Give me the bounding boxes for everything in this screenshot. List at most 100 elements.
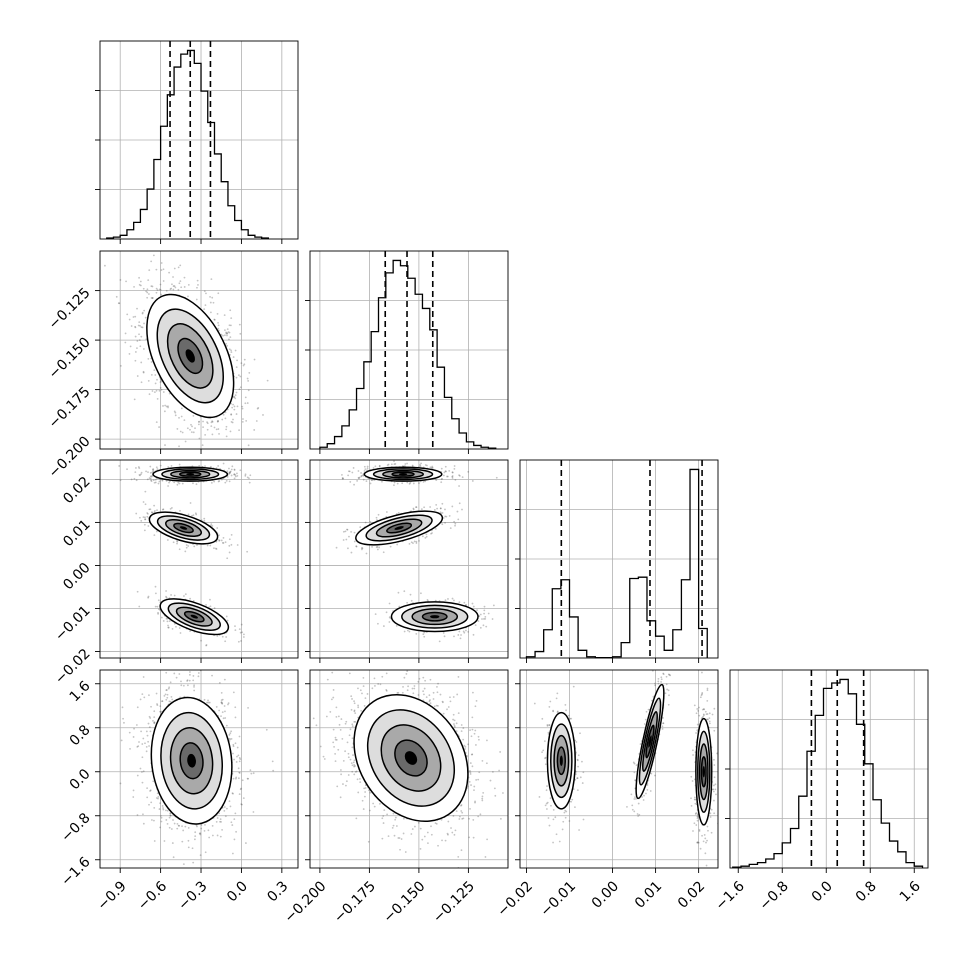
scatter-point bbox=[235, 366, 238, 369]
scatter-point bbox=[233, 469, 236, 471]
scatter-point bbox=[418, 482, 420, 485]
scatter-point bbox=[155, 466, 158, 469]
scatter-point bbox=[183, 877, 185, 879]
scatter-point bbox=[244, 473, 247, 476]
scatter-point bbox=[156, 509, 158, 511]
scatter-point bbox=[192, 431, 195, 434]
scatter-point bbox=[443, 471, 446, 474]
scatter-point bbox=[167, 624, 169, 627]
scatter-point bbox=[130, 478, 133, 481]
scatter-point bbox=[167, 405, 169, 408]
scatter-point bbox=[209, 544, 212, 547]
scatter-point bbox=[397, 591, 400, 594]
scatter-point bbox=[169, 814, 172, 817]
scatter-point bbox=[182, 684, 185, 687]
scatter-point bbox=[153, 481, 156, 484]
scatter-point bbox=[378, 546, 381, 549]
scatter-point bbox=[219, 820, 221, 823]
scatter-point bbox=[178, 627, 181, 629]
scatter-point bbox=[179, 247, 181, 249]
scatter-point bbox=[150, 480, 153, 483]
scatter-point bbox=[150, 705, 152, 708]
scatter-point bbox=[361, 547, 364, 550]
scatter-point bbox=[143, 529, 146, 532]
scatter-point bbox=[232, 356, 235, 358]
scatter-point bbox=[223, 806, 226, 808]
scatter-point bbox=[147, 357, 150, 360]
scatter-point bbox=[349, 481, 352, 483]
scatter-point bbox=[238, 772, 241, 774]
scatter-point bbox=[393, 484, 395, 487]
scatter-point bbox=[136, 375, 139, 377]
scatter-point bbox=[225, 342, 228, 345]
scatter-point bbox=[229, 470, 232, 473]
scatter-point bbox=[184, 440, 187, 443]
scatter-point bbox=[183, 419, 186, 422]
scatter-point bbox=[144, 516, 146, 519]
scatter-point bbox=[347, 470, 350, 473]
scatter-point bbox=[204, 465, 206, 468]
scatter-point bbox=[451, 505, 454, 508]
scatter-point bbox=[189, 502, 192, 504]
scatter-point bbox=[209, 295, 211, 298]
scatter-point bbox=[236, 544, 239, 546]
scatter-point bbox=[453, 635, 455, 638]
scatter-point bbox=[342, 539, 345, 541]
scatter-point bbox=[158, 288, 161, 291]
scatter-point bbox=[140, 471, 143, 474]
scatter-point bbox=[172, 541, 175, 544]
scatter-point bbox=[235, 761, 238, 763]
panel-joint-0-3 bbox=[95, 666, 299, 879]
scatter-point bbox=[142, 287, 145, 290]
scatter-point bbox=[346, 528, 349, 531]
scatter-point bbox=[187, 295, 189, 298]
scatter-point bbox=[228, 338, 230, 341]
scatter-point bbox=[232, 743, 235, 746]
scatter-point bbox=[134, 315, 137, 318]
scatter-point bbox=[208, 836, 211, 839]
scatter-point bbox=[401, 482, 404, 485]
scatter-point bbox=[136, 307, 138, 310]
scatter-point bbox=[142, 371, 145, 374]
scatter-point bbox=[136, 590, 139, 593]
scatter-point bbox=[204, 304, 207, 306]
scatter-point bbox=[247, 444, 250, 447]
scatter-point bbox=[170, 287, 173, 290]
scatter-point bbox=[173, 267, 176, 270]
scatter-point bbox=[425, 535, 428, 538]
scatter-point bbox=[174, 411, 177, 414]
scatter-point bbox=[198, 832, 201, 835]
scatter-point bbox=[192, 514, 195, 517]
scatter-point bbox=[174, 414, 177, 417]
scatter-point bbox=[173, 285, 176, 287]
scatter-point bbox=[241, 631, 244, 634]
scatter-point bbox=[421, 535, 424, 538]
scatter-point bbox=[227, 703, 229, 706]
scatter-point bbox=[430, 532, 432, 535]
scatter-point bbox=[442, 632, 445, 634]
scatter-point bbox=[385, 611, 388, 614]
scatter-point bbox=[229, 309, 232, 312]
scatter-point bbox=[200, 639, 202, 642]
scatter-point bbox=[162, 508, 165, 511]
scatter-point bbox=[233, 395, 236, 398]
scatter-point bbox=[366, 467, 369, 470]
scatter-point bbox=[406, 481, 409, 484]
scatter-point bbox=[139, 767, 142, 770]
scatter-point bbox=[213, 318, 216, 321]
scatter-point bbox=[140, 730, 142, 733]
scatter-point bbox=[187, 846, 190, 849]
scatter-point bbox=[187, 666, 189, 668]
scatter-point bbox=[246, 402, 249, 404]
contour-line bbox=[183, 610, 205, 623]
scatter-point bbox=[365, 552, 368, 555]
scatter-point bbox=[128, 318, 131, 321]
contour-line bbox=[365, 514, 433, 542]
scatter-point bbox=[234, 397, 237, 400]
scatter-point bbox=[119, 364, 122, 367]
scatter-point bbox=[194, 512, 197, 515]
panel-frame bbox=[519, 459, 719, 659]
scatter-point bbox=[138, 473, 141, 476]
scatter-point bbox=[402, 465, 404, 467]
